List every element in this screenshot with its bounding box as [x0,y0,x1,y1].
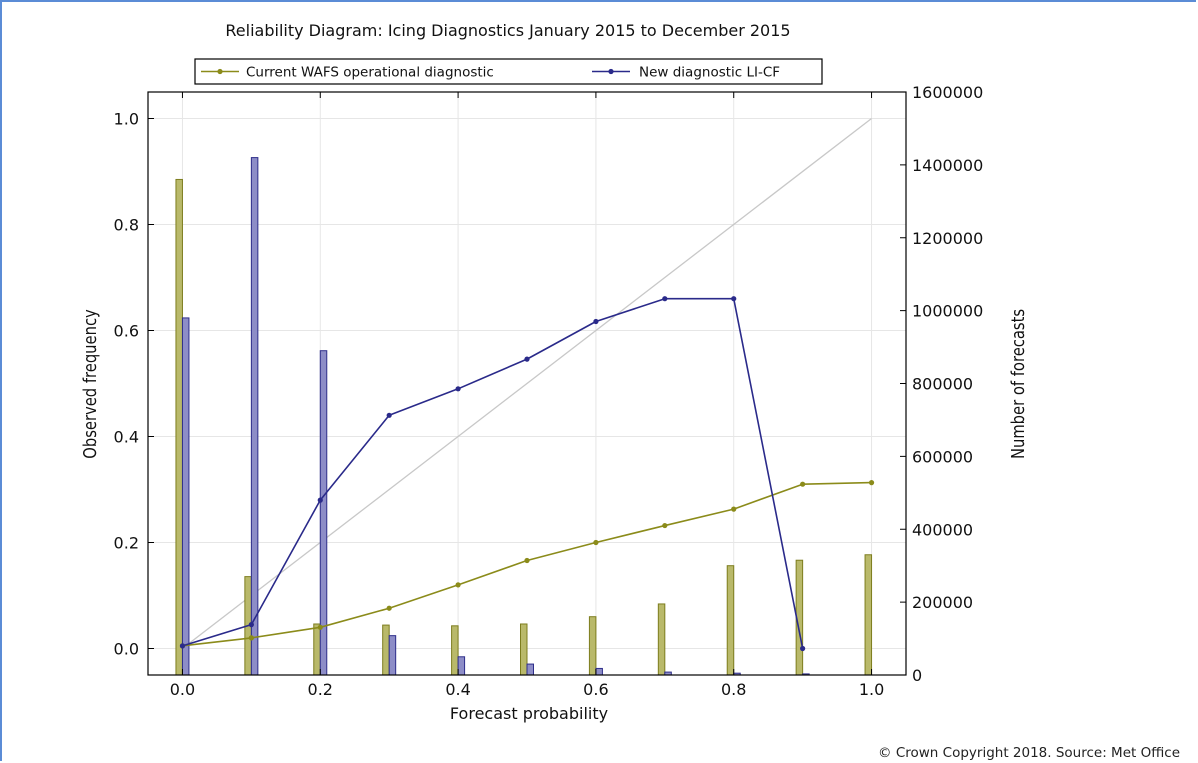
point-wafs [800,481,806,487]
y2-tick-label: 1400000 [912,156,983,175]
bar-wafs-count [451,625,459,676]
legend-box [194,58,823,85]
y-tick-label: 0.6 [114,322,139,341]
bar-wafs-count [313,623,321,676]
legend-licf-marker [608,68,614,75]
legend-licf-label: New diagnostic LI-CF [639,65,780,81]
x-axis-label: Forecast probability [450,704,608,723]
point-wafs [248,635,254,641]
perfect-reliability-line [182,117,872,650]
bar-wafs-count [520,623,528,676]
legend-wafs-marker [217,68,223,75]
y2-tick-label: 1200000 [912,229,983,248]
y2-tick-label: 800000 [912,375,973,394]
point-licf [317,497,323,503]
bar-wafs-count [588,616,597,676]
bar-licf-count [250,157,259,676]
y-axis-label: Observed frequency [80,309,101,459]
y2-tick-label: 400000 [912,520,973,539]
y2-tick-label: 1600000 [912,83,983,102]
y-tick-label: 0.4 [114,428,139,447]
bar-wafs-count [726,565,735,676]
legend-wafs-label: Current WAFS operational diagnostic [246,65,494,81]
series-licf-line [182,297,804,649]
point-wafs [524,557,530,564]
legend: Current WAFS operational diagnostic New … [194,58,823,85]
point-licf [524,356,530,362]
bar-licf-count [595,667,603,676]
point-licf [662,296,668,302]
point-licf [179,643,186,649]
x-tick-label: 1.0 [859,680,884,699]
y-tick-label: 0.0 [114,640,139,659]
bar-wafs-count [657,603,666,676]
y2-tick-label: 1000000 [912,302,983,321]
bar-wafs-count [175,178,183,676]
chart-title: Reliability Diagram: Icing Diagnostics J… [225,21,790,40]
y-tick-label: 0.8 [114,216,139,235]
plot-area: 0.0 0.2 0.4 0.6 0.8 1.0 0.0 0.2 0.4 0.6 0.8 1.0 0 200… [114,83,984,699]
y-tick-label: 0.2 [114,534,139,553]
y2-tick-label: 600000 [912,447,973,466]
x-tick-label: 0.4 [445,680,470,699]
y2-axis-label: Number of forecasts [1008,309,1029,459]
point-licf [248,622,254,628]
point-wafs [662,522,668,529]
copyright-credit: © Crown Copyright 2018. Source: Met Offi… [878,745,1180,761]
point-wafs [868,480,875,486]
bar-wafs-count [864,554,873,676]
y2-tick-label: 200000 [912,593,973,612]
x-tick-label: 0.8 [721,680,746,699]
point-licf [593,318,599,325]
y2-tick-label: 0 [912,666,922,685]
point-wafs [731,506,737,512]
bar-licf-count [526,663,534,676]
point-wafs [386,605,392,611]
x-tick-label: 0.2 [308,680,333,699]
point-licf [386,412,392,418]
point-wafs [455,582,461,588]
y-tick-label: 1.0 [114,110,139,129]
bar-licf-count [457,656,466,676]
x-tick-label: 0.0 [170,680,195,699]
point-wafs [317,624,323,630]
point-wafs [593,539,599,546]
bar-licf-count [181,317,190,676]
x-tick-label: 0.6 [583,680,608,699]
point-licf [455,386,461,392]
bar-licf-count [388,635,397,676]
bar-wafs-count [382,624,390,676]
series-wafs-line [182,481,872,647]
point-licf [800,645,806,652]
point-licf [731,296,737,302]
